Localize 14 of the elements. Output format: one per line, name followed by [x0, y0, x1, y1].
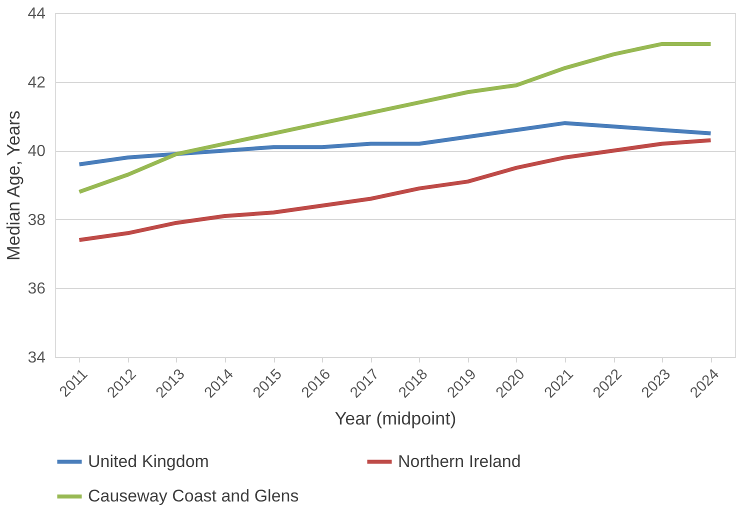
legend-label: Causeway Coast and Glens	[88, 486, 299, 506]
y-tick-label: 40	[28, 143, 46, 160]
legend-label: Northern Ireland	[398, 452, 521, 471]
y-tick-label: 42	[28, 74, 46, 92]
y-tick-label: 44	[28, 6, 46, 22]
line-series	[77, 42, 713, 194]
legend-label: United Kingdom	[88, 452, 209, 471]
line-series	[77, 138, 713, 242]
line-series	[77, 121, 713, 166]
y-axis-title: Median Age, Years	[4, 110, 24, 261]
x-axis-title: Year (midpoint)	[334, 408, 456, 429]
y-tick-label: 34	[28, 350, 46, 366]
y-tick-label: 38	[28, 212, 46, 229]
y-tick-label: 36	[28, 280, 46, 298]
